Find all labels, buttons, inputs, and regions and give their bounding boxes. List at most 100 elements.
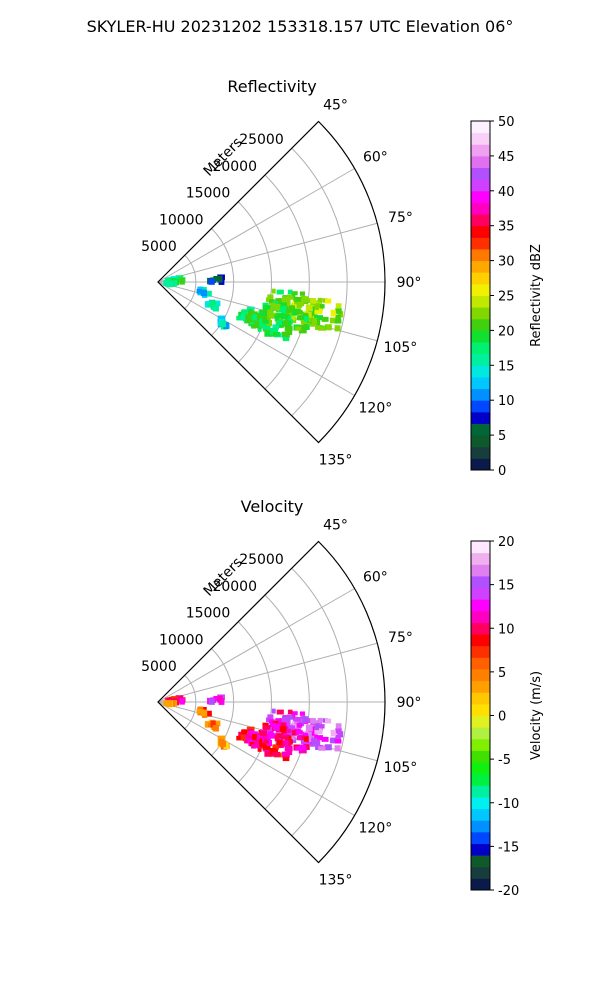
colorbar-tick-label: 5 xyxy=(498,429,506,444)
echo-cell xyxy=(299,711,305,716)
echo-cell xyxy=(276,709,284,715)
echo-cell xyxy=(262,745,267,750)
colorbar-segment xyxy=(471,610,490,623)
echo-cell xyxy=(310,718,316,724)
echo-cell xyxy=(271,288,276,294)
echo-cell xyxy=(330,309,336,317)
echo-cell xyxy=(318,746,326,751)
colorbar-segment xyxy=(471,132,490,145)
echo-cell xyxy=(299,324,307,330)
echo-cell xyxy=(303,732,308,738)
echo-cell xyxy=(314,727,323,734)
echo-cell xyxy=(275,718,282,724)
echo-cell xyxy=(292,711,298,716)
echo-cell xyxy=(272,744,279,750)
colorbar-segment xyxy=(471,715,490,728)
figure-title: SKYLER-HU 20231202 153318.157 UTC Elevat… xyxy=(87,17,514,36)
echo-cell xyxy=(264,745,271,751)
echo-cell xyxy=(179,277,185,285)
echo-cell xyxy=(208,278,215,285)
echo-cell xyxy=(251,324,257,329)
azimuth-tick-label: 135° xyxy=(319,872,353,888)
echo-cell xyxy=(263,724,271,730)
colorbar-tick-label: -15 xyxy=(498,840,519,855)
colorbar-segment xyxy=(471,541,490,554)
echo-cell xyxy=(314,307,323,314)
echo-cell xyxy=(316,735,324,741)
echo-cell xyxy=(286,748,293,756)
echo-cell xyxy=(263,319,270,324)
range-tick-label: 20000 xyxy=(212,159,257,175)
echo-cell xyxy=(298,326,307,334)
echo-cell xyxy=(241,729,248,735)
colorbar-segment xyxy=(471,622,490,635)
echo-cell xyxy=(335,734,341,741)
echo-cell xyxy=(296,736,302,741)
echo-cell xyxy=(212,305,219,312)
echo-cell xyxy=(247,732,255,737)
echo-cell xyxy=(296,723,303,728)
echo-cell xyxy=(316,315,324,321)
echo-cell xyxy=(281,296,290,302)
colorbar-segment xyxy=(471,680,490,693)
echo-cell xyxy=(210,300,216,308)
echo-cell xyxy=(196,289,202,294)
echo-cell xyxy=(310,298,316,304)
echo-cell xyxy=(335,728,342,734)
azimuth-gridline xyxy=(157,588,355,703)
echo-cell xyxy=(240,313,246,321)
colorbar-segment xyxy=(471,225,490,238)
echo-cell xyxy=(267,714,274,721)
colorbar-segment xyxy=(471,773,490,786)
colorbar-tick-label: -5 xyxy=(498,753,511,768)
radar-echo xyxy=(163,700,178,708)
radar-echo xyxy=(204,299,221,312)
echo-cell xyxy=(264,325,271,331)
echo-cell xyxy=(263,304,271,310)
echo-cell xyxy=(204,290,212,297)
echo-cell xyxy=(252,313,257,321)
colorbar-tick-label: 30 xyxy=(498,255,515,270)
echo-cell xyxy=(295,310,303,315)
radar-echo xyxy=(196,286,212,298)
colorbar-segment xyxy=(471,318,490,331)
colorbar-segment xyxy=(471,307,490,320)
echo-cell xyxy=(276,739,283,746)
echo-cell xyxy=(314,734,319,740)
echo-cell xyxy=(268,719,275,724)
echo-cell xyxy=(324,298,332,304)
azimuth-tick-label: 60° xyxy=(363,570,388,586)
colorbar-tick-label: 10 xyxy=(498,394,515,409)
echo-cell xyxy=(253,320,259,328)
azimuth-tick-label: 45° xyxy=(323,98,348,114)
echo-cell xyxy=(259,322,267,328)
echo-cell xyxy=(288,715,294,720)
echo-cell xyxy=(274,735,280,742)
azimuth-tick-label: 90° xyxy=(397,695,422,711)
echo-cell xyxy=(324,324,332,331)
echo-cell xyxy=(267,312,275,319)
sector-boundary xyxy=(157,120,386,444)
echo-cell xyxy=(279,298,286,304)
colorbar-segment xyxy=(471,750,490,763)
echo-cell xyxy=(212,725,219,732)
colorbar-segment xyxy=(471,738,490,751)
colorbar-tick-label: 40 xyxy=(498,185,515,200)
colorbar-segment xyxy=(471,190,490,203)
reflectivity-panel: Reflectivity 5000 10000 15000 20000 25000 45° 6… xyxy=(141,77,544,479)
echo-cell xyxy=(305,724,313,732)
colorbar-tick-label: 15 xyxy=(498,579,515,594)
echo-cell xyxy=(284,325,293,332)
echo-cell xyxy=(299,291,305,296)
colorbar-tick-label: -10 xyxy=(498,797,519,812)
azimuth-tick-label: 45° xyxy=(323,518,348,534)
colorbar-segment xyxy=(471,645,490,658)
colorbar-segment xyxy=(471,353,490,366)
echo-cell xyxy=(321,316,329,322)
colorbar-segment xyxy=(471,634,490,647)
echo-cell xyxy=(245,734,252,740)
azimuth-gridline xyxy=(157,642,378,703)
echo-cell xyxy=(268,299,275,304)
colorbar-segment xyxy=(471,400,490,413)
radar-echo xyxy=(207,274,225,285)
